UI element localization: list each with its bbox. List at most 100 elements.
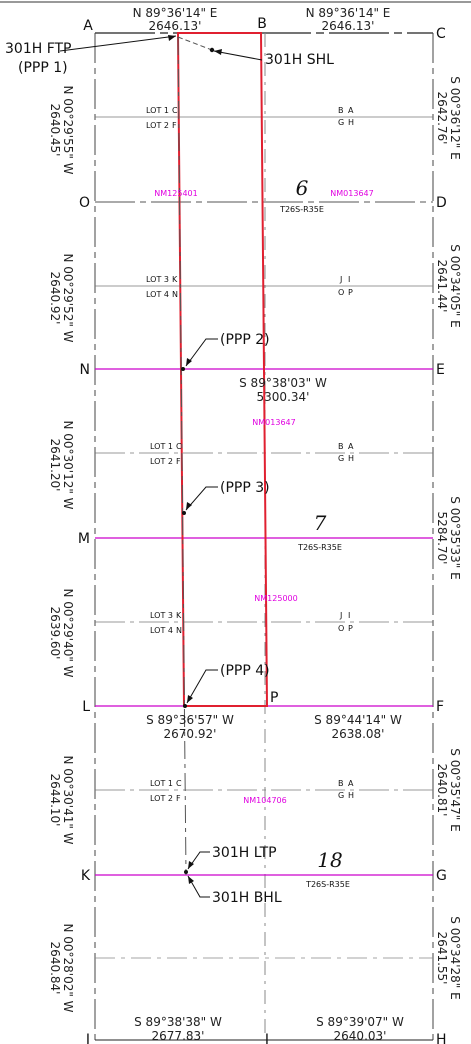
bottom-left-bearing: S 89°38'38" W <box>134 1015 222 1029</box>
svg-text:LOT 4: LOT 4 <box>150 626 173 635</box>
svg-text:LOT 1: LOT 1 <box>150 442 173 451</box>
svg-text:K: K <box>176 611 182 620</box>
bottom-right-distance: 2640.03' <box>334 1029 387 1043</box>
ltp-label: 301H LTP <box>212 845 277 861</box>
svg-text:B: B <box>338 779 344 788</box>
ppp2-label: (PPP 2) <box>220 332 270 348</box>
lf-right-bearing: S 89°44'14" W <box>314 713 402 727</box>
ppp3-arrow-icon <box>186 502 192 510</box>
corner-l: L <box>82 699 90 715</box>
well-boundary-outline <box>176 32 269 707</box>
shl-to-ftp-path <box>177 36 213 51</box>
svg-text:N 00°29'55" W: N 00°29'55" W <box>61 85 75 174</box>
lease-label-1: NM125401 <box>154 189 197 198</box>
ltp-bhl-point <box>184 870 188 874</box>
svg-text:2641.20': 2641.20' <box>48 439 62 492</box>
svg-text:N: N <box>172 290 178 299</box>
right-bearing-4: S 00°35'47" E 2640.81' <box>435 748 462 831</box>
svg-text:A: A <box>348 442 354 451</box>
mid-distance: 5300.34' <box>257 390 310 404</box>
ppp4-point <box>183 704 187 708</box>
svg-text:N 00°28'02" W: N 00°28'02" W <box>61 923 75 1012</box>
svg-text:B: B <box>338 106 344 115</box>
svg-text:S 00°35'33" E: S 00°35'33" E <box>448 496 462 579</box>
corner-g: G <box>436 868 447 884</box>
svg-text:G: G <box>338 454 344 463</box>
ltp-leader <box>187 851 210 870</box>
svg-text:N: N <box>176 626 182 635</box>
top-right-bearing: N 89°36'14" E <box>306 6 391 20</box>
ppp4-leader <box>186 669 218 704</box>
svg-text:2640.92': 2640.92' <box>48 272 62 325</box>
svg-text:A: A <box>348 779 354 788</box>
ppp2-point <box>181 367 185 371</box>
lease-label-3: NM013647 <box>252 418 295 427</box>
svg-text:2641.44': 2641.44' <box>435 260 449 313</box>
svg-text:2640.45': 2640.45' <box>48 104 62 157</box>
svg-text:J: J <box>339 275 342 284</box>
right-bearing-2: S 00°34'05" E 2641.44' <box>435 244 462 327</box>
svg-text:LOT 4: LOT 4 <box>146 290 169 299</box>
svg-text:LOT 2: LOT 2 <box>150 794 173 803</box>
wellbore-path <box>177 36 187 876</box>
svg-text:C: C <box>176 779 182 788</box>
corner-d: D <box>436 195 447 211</box>
bottom-right-bearing: S 89°39'07" W <box>316 1015 404 1029</box>
svg-text:I: I <box>348 611 350 620</box>
township-range-7: T26S-R35E <box>297 543 342 552</box>
svg-text:G: G <box>338 791 344 800</box>
corner-a: A <box>83 18 93 34</box>
ppp3-label: (PPP 3) <box>220 480 270 496</box>
svg-text:2640.81': 2640.81' <box>435 764 449 817</box>
svg-text:S 00°34'28" E: S 00°34'28" E <box>448 916 462 999</box>
svg-text:J: J <box>339 611 342 620</box>
bhl-leader <box>187 875 210 898</box>
lf-right-distance: 2638.08' <box>332 727 385 741</box>
section-18-number: 18 <box>317 848 342 872</box>
svg-text:H: H <box>348 118 354 127</box>
svg-text:G: G <box>338 118 344 127</box>
ltp-arrow-icon <box>188 861 194 869</box>
svg-text:H: H <box>348 791 354 800</box>
corner-i: I <box>265 1032 269 1044</box>
left-bearing-2: N 00°29'52" W 2640.92' <box>48 253 75 342</box>
svg-text:N 00°30'12" W: N 00°30'12" W <box>61 420 75 509</box>
left-bearing-6: N 00°28'02" W 2640.84' <box>48 923 75 1012</box>
svg-text:A: A <box>348 106 354 115</box>
svg-text:2640.84': 2640.84' <box>48 942 62 995</box>
svg-text:N 00°30'41" W: N 00°30'41" W <box>61 755 75 844</box>
lot-group-3: LOT 1 C LOT 2 F B A G H <box>150 442 354 466</box>
lease-label-4: NM125000 <box>254 594 297 603</box>
section-7-number: 7 <box>314 511 327 535</box>
ppp4-arrow-icon <box>187 695 193 703</box>
svg-text:2639.60': 2639.60' <box>48 607 62 660</box>
shl-label: 301H SHL <box>265 52 334 68</box>
corner-n: N <box>80 362 90 378</box>
svg-text:S 00°35'47" E: S 00°35'47" E <box>448 748 462 831</box>
svg-text:LOT 3: LOT 3 <box>146 275 169 284</box>
svg-text:LOT 1: LOT 1 <box>150 779 173 788</box>
svg-text:LOT 1: LOT 1 <box>146 106 169 115</box>
corner-e: E <box>436 362 445 378</box>
ppp3-point <box>182 511 186 515</box>
left-bearing-3: N 00°30'12" W 2641.20' <box>48 420 75 509</box>
svg-text:C: C <box>172 106 178 115</box>
ppp3-leader <box>185 486 218 511</box>
right-bearing-1: S 00°36'12" E 2642.76' <box>435 76 462 159</box>
svg-text:S 00°36'12" E: S 00°36'12" E <box>448 76 462 159</box>
right-bearing-5: S 00°34'28" E 2641.55' <box>435 916 462 999</box>
lf-left-distance: 2670.92' <box>164 727 217 741</box>
corner-f: F <box>436 699 444 715</box>
svg-text:C: C <box>176 442 182 451</box>
left-bearing-5: N 00°30'41" W 2644.10' <box>48 755 75 844</box>
svg-text:F: F <box>176 457 181 466</box>
svg-text:P: P <box>348 288 353 297</box>
township-range-6: T26S-R35E <box>279 205 324 214</box>
svg-text:K: K <box>172 275 178 284</box>
svg-text:H: H <box>348 454 354 463</box>
ftp-label: 301H FTP <box>5 41 72 57</box>
lot-group-2: LOT 3 K LOT 4 N J I O P <box>146 275 353 299</box>
corner-o: O <box>79 195 90 211</box>
left-bearing-4: N 00°29'40" W 2639.60' <box>48 588 75 677</box>
